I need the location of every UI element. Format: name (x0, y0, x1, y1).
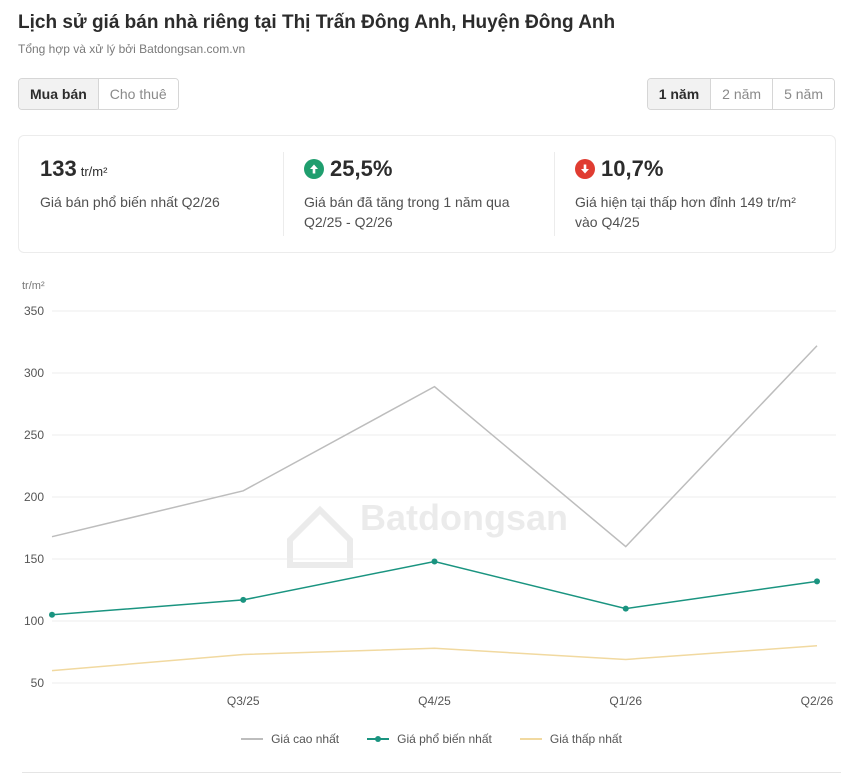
x-tick-label: Q2/26 (801, 694, 834, 708)
series-line-common (51, 560, 818, 616)
stat-value: 133 (40, 156, 77, 181)
page-subtitle: Tổng hợp và xử lý bởi Batdongsan.com.vn (18, 42, 246, 56)
divider (22, 772, 841, 773)
y-tick-label: 300 (24, 366, 44, 380)
tab-1-nam[interactable]: 1 năm (647, 79, 711, 109)
tab-5-nam[interactable]: 5 năm (772, 79, 834, 109)
x-tick-label: Q3/25 (227, 694, 260, 708)
stat-value: 10,7% (601, 156, 664, 181)
legend-label: Giá phổ biến nhất (397, 732, 492, 746)
stat-description: Giá hiện tại thấp hơn đỉnh 149 tr/m² vào… (575, 194, 796, 230)
data-point-common (622, 605, 629, 612)
legend-label: Giá cao nhất (271, 732, 340, 746)
legend-label: Giá thấp nhất (549, 732, 622, 746)
legend-swatch (519, 738, 542, 740)
page-title: Lịch sử giá bán nhà riêng tại Thị Trấn Đ… (18, 12, 616, 33)
y-axis-label: tr/m² (22, 280, 45, 292)
legend-item-high[interactable]: Giá cao nhất (241, 732, 339, 746)
listing-type-toggle: Mua bán Cho thuê (18, 78, 179, 110)
y-tick-label: 50 (31, 676, 45, 690)
y-tick-label: 350 (24, 304, 44, 318)
x-tick-label: Q1/26 (609, 694, 642, 708)
series-line-high (51, 345, 818, 548)
arrow-up-icon (304, 159, 324, 179)
legend-swatch (367, 736, 390, 742)
watermark-house-icon (287, 505, 353, 568)
price-history-chart: Batdongsan tr/m² 50 100 150 200 250 300 350 Q3/25… (22, 280, 836, 708)
legend-item-common[interactable]: Giá phổ biến nhất (367, 732, 492, 746)
data-point-common (814, 578, 820, 585)
stat-below-peak: 10,7% Giá hiện tại thấp hơn đỉnh 149 tr/… (554, 136, 835, 252)
data-point-common (240, 596, 247, 603)
stat-description: Giá bán phổ biến nhất Q2/26 (40, 194, 220, 210)
period-toggle: 1 năm 2 năm 5 năm (646, 78, 835, 110)
y-tick-label: 150 (24, 552, 44, 566)
stat-unit: tr/m² (80, 163, 108, 179)
stat-description: Giá bán đã tăng trong 1 năm qua Q2/25 - … (304, 194, 510, 230)
x-tick-label: Q4/25 (418, 694, 451, 708)
y-tick-label: 250 (24, 428, 44, 442)
tab-mua-ban[interactable]: Mua bán (19, 79, 98, 109)
tab-cho-thue[interactable]: Cho thuê (97, 79, 178, 109)
data-point-common (49, 611, 55, 618)
stats-panel: 133 tr/m² Giá bán phổ biến nhất Q2/26 25… (18, 135, 836, 253)
chart-legend: Giá cao nhất Giá phổ biến nhất Giá thấp nh… (0, 732, 863, 746)
data-point-common (431, 558, 438, 565)
watermark-text: Batdongsan (360, 497, 568, 538)
legend-item-low[interactable]: Giá thấp nhất (519, 732, 622, 746)
stat-common-price: 133 tr/m² Giá bán phổ biến nhất Q2/26 (19, 136, 283, 252)
stat-value: 25,5% (330, 156, 393, 181)
y-tick-label: 100 (24, 614, 44, 628)
stat-price-increase: 25,5% Giá bán đã tăng trong 1 năm qua Q2… (283, 136, 554, 252)
legend-swatch (241, 738, 264, 740)
legend-marker (375, 736, 382, 742)
watermark-logo: Batdongsan (287, 497, 568, 568)
arrow-down-icon (575, 159, 595, 179)
series-line-low (51, 645, 818, 672)
tab-2-nam[interactable]: 2 năm (710, 79, 773, 109)
y-tick-label: 200 (24, 490, 44, 504)
